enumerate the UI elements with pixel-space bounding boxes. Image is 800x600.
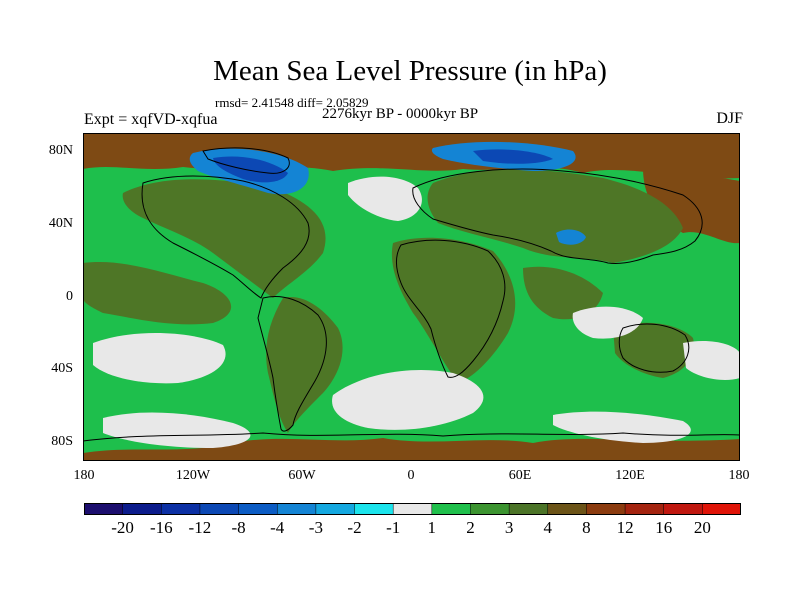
coastlines: [83, 147, 740, 442]
lon-label-120w: 120W: [175, 468, 211, 483]
indian-ocean-neutral: [572, 306, 643, 339]
barents-low-core: [473, 149, 553, 164]
lon-label-120e: 120E: [615, 468, 645, 483]
colorbar-cell: [547, 503, 588, 515]
colorbar-cell: [663, 503, 704, 515]
colorbar-cell: [702, 503, 741, 515]
colorbar-cell: [354, 503, 394, 515]
australia-region: [613, 322, 694, 378]
colorbar-cell: [315, 503, 356, 515]
south-pacific-neutral: [93, 333, 226, 384]
lon-label-0: 0: [407, 468, 415, 483]
lon-label-60e: 60E: [508, 468, 532, 483]
colorbar-cells: [84, 503, 741, 515]
lat-label-0: 0: [66, 289, 73, 304]
period-label: 2276kyr BP - 0000kyr BP: [322, 106, 479, 122]
colorbar-label: 1: [427, 518, 437, 537]
tibet-low: [556, 229, 586, 245]
colorbar-label: -3: [308, 518, 323, 537]
south-atlantic-neutral: [332, 369, 484, 430]
colorbar-cell: [470, 503, 510, 515]
colorbar-cell: [586, 503, 626, 515]
australia-coast: [618, 323, 690, 373]
colorbar-cell: [84, 503, 124, 515]
africa-region: [391, 237, 516, 383]
tasman-neutral: [683, 341, 740, 380]
antarctica-coast: [83, 432, 740, 442]
rmsd-diff-stats: rmsd= 2.41548 diff= 2.05829: [215, 95, 369, 110]
eurasia-region: [427, 169, 683, 263]
colorbar-label: 8: [582, 518, 591, 537]
southern-ocean-neutral-west: [103, 412, 251, 448]
lat-label-40s: 40S: [51, 361, 73, 376]
colorbar-cell: [431, 503, 472, 515]
colorbar-label: -16: [149, 518, 173, 537]
colorbar-cell: [508, 503, 549, 515]
colorbar-label: -4: [270, 518, 285, 537]
lat-label-80s: 80S: [51, 434, 73, 449]
siberia-high-region: [643, 168, 740, 244]
north-atlantic-neutral: [348, 176, 422, 221]
south-america-coast: [257, 296, 327, 432]
colorbar-cell: [624, 503, 665, 515]
colorbar-label: 20: [693, 518, 711, 537]
low-anomaly-regions: [189, 141, 586, 245]
colorbar: [84, 503, 741, 515]
north-america-region: [122, 179, 326, 298]
colorbar-label: -1: [386, 518, 401, 537]
map-title: Mean Sea Level Pressure (in hPa): [213, 55, 607, 87]
lat-label-80n: 80N: [48, 143, 73, 158]
greenland-coast: [202, 147, 290, 174]
colorbar-cell: [199, 503, 240, 515]
colorbar-cell: [161, 503, 201, 515]
colorbar-cell: [238, 503, 278, 515]
season-label: DJF: [716, 110, 743, 127]
colorbar-frame: [84, 503, 741, 515]
colorbar-label: 4: [543, 518, 553, 537]
south-america-region: [266, 297, 343, 433]
colorbar-label: -2: [347, 518, 362, 537]
pressure-map: [83, 133, 740, 461]
north-america-coast: [141, 175, 310, 299]
colorbar-cell: [122, 503, 163, 515]
antarctic-high-band: [83, 438, 740, 461]
experiment-label: Expt = xqfVD-xqfua: [84, 111, 218, 128]
colorbar-label: -20: [111, 518, 134, 537]
africa-coast: [396, 239, 506, 378]
neutral-anomaly-regions: [93, 176, 740, 448]
colorbar-cell: [392, 503, 433, 515]
greenland-low-core: [213, 156, 288, 183]
pacific-anomaly-region: [83, 262, 232, 325]
indian-ocean-region: [523, 266, 603, 320]
lat-label-40n: 40N: [48, 216, 73, 231]
land-anomaly-regions: [83, 169, 694, 433]
colorbar-label: 16: [655, 518, 673, 537]
map-frame: [83, 133, 740, 461]
colorbar-label: -12: [188, 518, 212, 537]
colorbar-label: 2: [466, 518, 475, 537]
lon-label-180w: 180: [73, 468, 95, 483]
colorbar-label: -8: [231, 518, 246, 537]
lon-label-180e: 180: [728, 468, 750, 483]
colorbar-cell: [276, 503, 317, 515]
colorbar-label: 3: [504, 518, 514, 537]
colorbar-label: 12: [616, 518, 634, 537]
eurasia-coast: [412, 168, 703, 264]
lon-label-60w: 60W: [288, 468, 316, 483]
